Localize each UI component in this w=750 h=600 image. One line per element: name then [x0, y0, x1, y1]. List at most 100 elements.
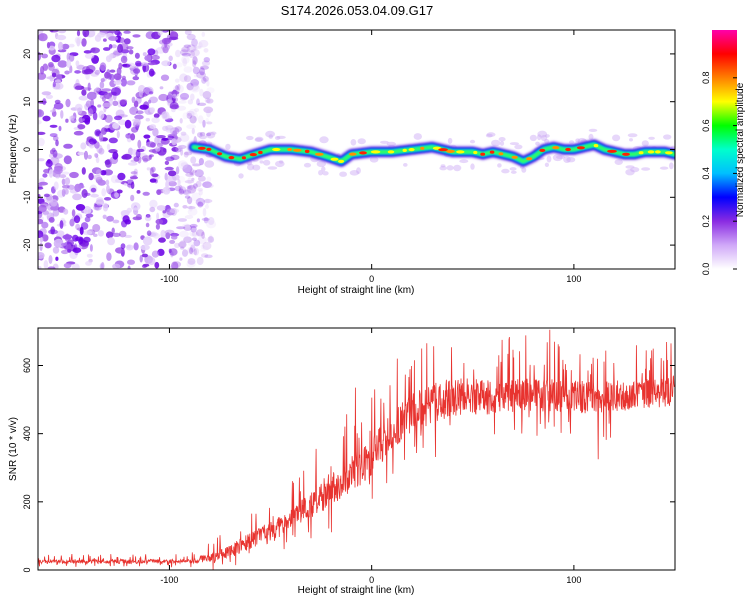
noise-blob: [92, 224, 101, 232]
noise-blob: [198, 39, 209, 48]
noise-blob: [186, 33, 196, 41]
noise-blob: [155, 218, 164, 225]
noise-blob: [179, 97, 188, 101]
track-hotspot: [228, 156, 235, 160]
noise-blob: [83, 50, 92, 54]
track-hotspot: [622, 152, 630, 156]
noise-blob: [174, 78, 180, 83]
noise-blob: [145, 117, 150, 122]
noise-blob: [206, 176, 212, 183]
track-hotspot: [370, 150, 381, 154]
noise-blob: [169, 208, 180, 214]
noise-blob: [98, 110, 105, 120]
noise-blob: [90, 193, 99, 198]
noise-blob: [53, 167, 63, 175]
noise-blob: [187, 240, 193, 246]
noise-blob: [122, 64, 131, 68]
noise-blob: [196, 256, 204, 266]
track-halo-blob: [509, 167, 517, 171]
noise-blob: [189, 115, 197, 124]
track-halo-blob: [321, 166, 326, 172]
noise-blob: [101, 96, 106, 102]
noise-blob: [77, 124, 86, 130]
track-hotspot: [258, 150, 263, 155]
noise-blob: [206, 98, 214, 104]
track-halo-blob: [485, 133, 493, 138]
track-halo-blob: [514, 144, 523, 150]
noise-blob: [191, 231, 198, 237]
track-halo-blob: [509, 142, 519, 146]
noise-blob: [154, 136, 160, 145]
track-halo-blob: [575, 138, 581, 143]
noise-blob: [149, 167, 154, 176]
noise-blob: [140, 244, 150, 251]
noise-blob: [203, 199, 213, 203]
noise-blob: [174, 242, 180, 248]
noise-blob: [119, 37, 125, 44]
noise-blob: [82, 87, 92, 91]
track-hotspot: [539, 148, 546, 152]
noise-blob: [149, 124, 157, 129]
noise-blob: [63, 208, 69, 215]
noise-blob: [179, 92, 190, 100]
noise-blob: [43, 260, 49, 269]
noise-blob: [71, 263, 80, 269]
noise-blob: [81, 38, 87, 47]
noise-blob: [81, 89, 87, 96]
noise-blob: [178, 144, 187, 149]
noise-blob: [149, 178, 157, 183]
noise-blob: [64, 177, 71, 185]
track-halo-blob: [276, 135, 286, 139]
noise-blob: [126, 179, 134, 186]
noise-blob: [103, 38, 107, 42]
track-halo-blob: [316, 160, 326, 168]
noise-blob: [42, 210, 49, 215]
track-hotspot: [446, 149, 455, 153]
noise-blob: [124, 119, 132, 129]
noise-blob: [188, 108, 197, 116]
noise-blob: [55, 139, 59, 147]
noise-blob: [124, 219, 131, 225]
noise-blob: [206, 87, 215, 94]
noise-blob: [156, 142, 163, 148]
noise-blob: [45, 159, 53, 168]
noise-blob: [118, 119, 127, 126]
noise-blob: [187, 99, 194, 105]
track-halo-blob: [544, 162, 550, 167]
noise-blob: [175, 84, 179, 91]
noise-blob: [55, 256, 59, 261]
track-hotspot: [665, 151, 673, 155]
noise-blob: [186, 44, 196, 53]
noise-blob: [133, 118, 142, 126]
noise-blob: [182, 189, 189, 196]
track-hotspot: [338, 159, 345, 163]
noise-blob: [126, 46, 134, 50]
noise-blob: [147, 48, 156, 56]
noise-blob: [81, 167, 86, 175]
track-hotspot: [526, 157, 533, 161]
noise-blob: [191, 177, 195, 181]
noise-blob: [171, 147, 179, 152]
noise-blob: [196, 71, 207, 79]
noise-blob: [162, 30, 168, 33]
track-halo-blob: [563, 156, 571, 164]
track-halo-blob: [369, 156, 379, 163]
noise-blob: [201, 253, 209, 258]
noise-blob: [196, 98, 200, 106]
noise-blob: [64, 70, 70, 75]
noise-blob: [73, 215, 81, 224]
noise-blob: [186, 185, 191, 189]
noise-blob: [120, 78, 128, 87]
colorbar-ticks: 0.0 0.2 0.4 0.6 0.8: [701, 72, 737, 275]
track-hotspot: [272, 147, 281, 152]
noise-blob: [98, 148, 105, 155]
noise-blob: [183, 75, 192, 83]
noise-blob: [188, 30, 192, 33]
noise-blob: [166, 208, 176, 216]
noise-blob: [83, 150, 89, 160]
noise-blob: [61, 171, 70, 175]
noise-blob: [42, 98, 47, 106]
noise-blob: [67, 248, 72, 253]
noise-blob: [100, 78, 105, 83]
noise-blob: [135, 60, 142, 67]
